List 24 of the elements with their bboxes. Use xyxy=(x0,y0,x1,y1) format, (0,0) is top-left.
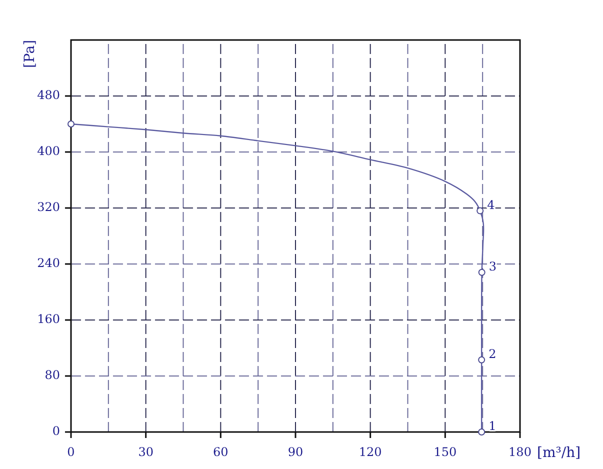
y-tick-label: 240 xyxy=(37,256,60,270)
point xyxy=(478,268,486,276)
y-tick-label: 400 xyxy=(37,144,60,158)
x-tick-label: 120 xyxy=(358,445,382,460)
point xyxy=(478,428,486,436)
point xyxy=(68,120,74,128)
point xyxy=(478,356,486,364)
annotation: 1 xyxy=(488,419,496,434)
x-tick-label: 150 xyxy=(434,445,457,460)
y-tick-label: 0 xyxy=(52,424,60,438)
y-axis-title: [Pa] xyxy=(22,40,38,68)
point xyxy=(476,207,484,214)
x-tick-label: 90 xyxy=(288,445,304,460)
x-tick-label: 60 xyxy=(213,445,228,460)
y-tick-label: 320 xyxy=(37,200,60,214)
y-tick-label: 480 xyxy=(37,88,60,102)
y-tick-label: 80 xyxy=(44,368,60,382)
x-tick-label: 0 xyxy=(67,445,75,460)
annotation: 4 xyxy=(487,198,496,212)
x-tick-label: 30 xyxy=(138,445,154,460)
x-axis-title: [m³/h] xyxy=(537,444,581,461)
x-tick-label: 180 xyxy=(508,445,532,460)
y-tick-label: 160 xyxy=(37,312,60,326)
annotation: 2 xyxy=(488,347,496,362)
